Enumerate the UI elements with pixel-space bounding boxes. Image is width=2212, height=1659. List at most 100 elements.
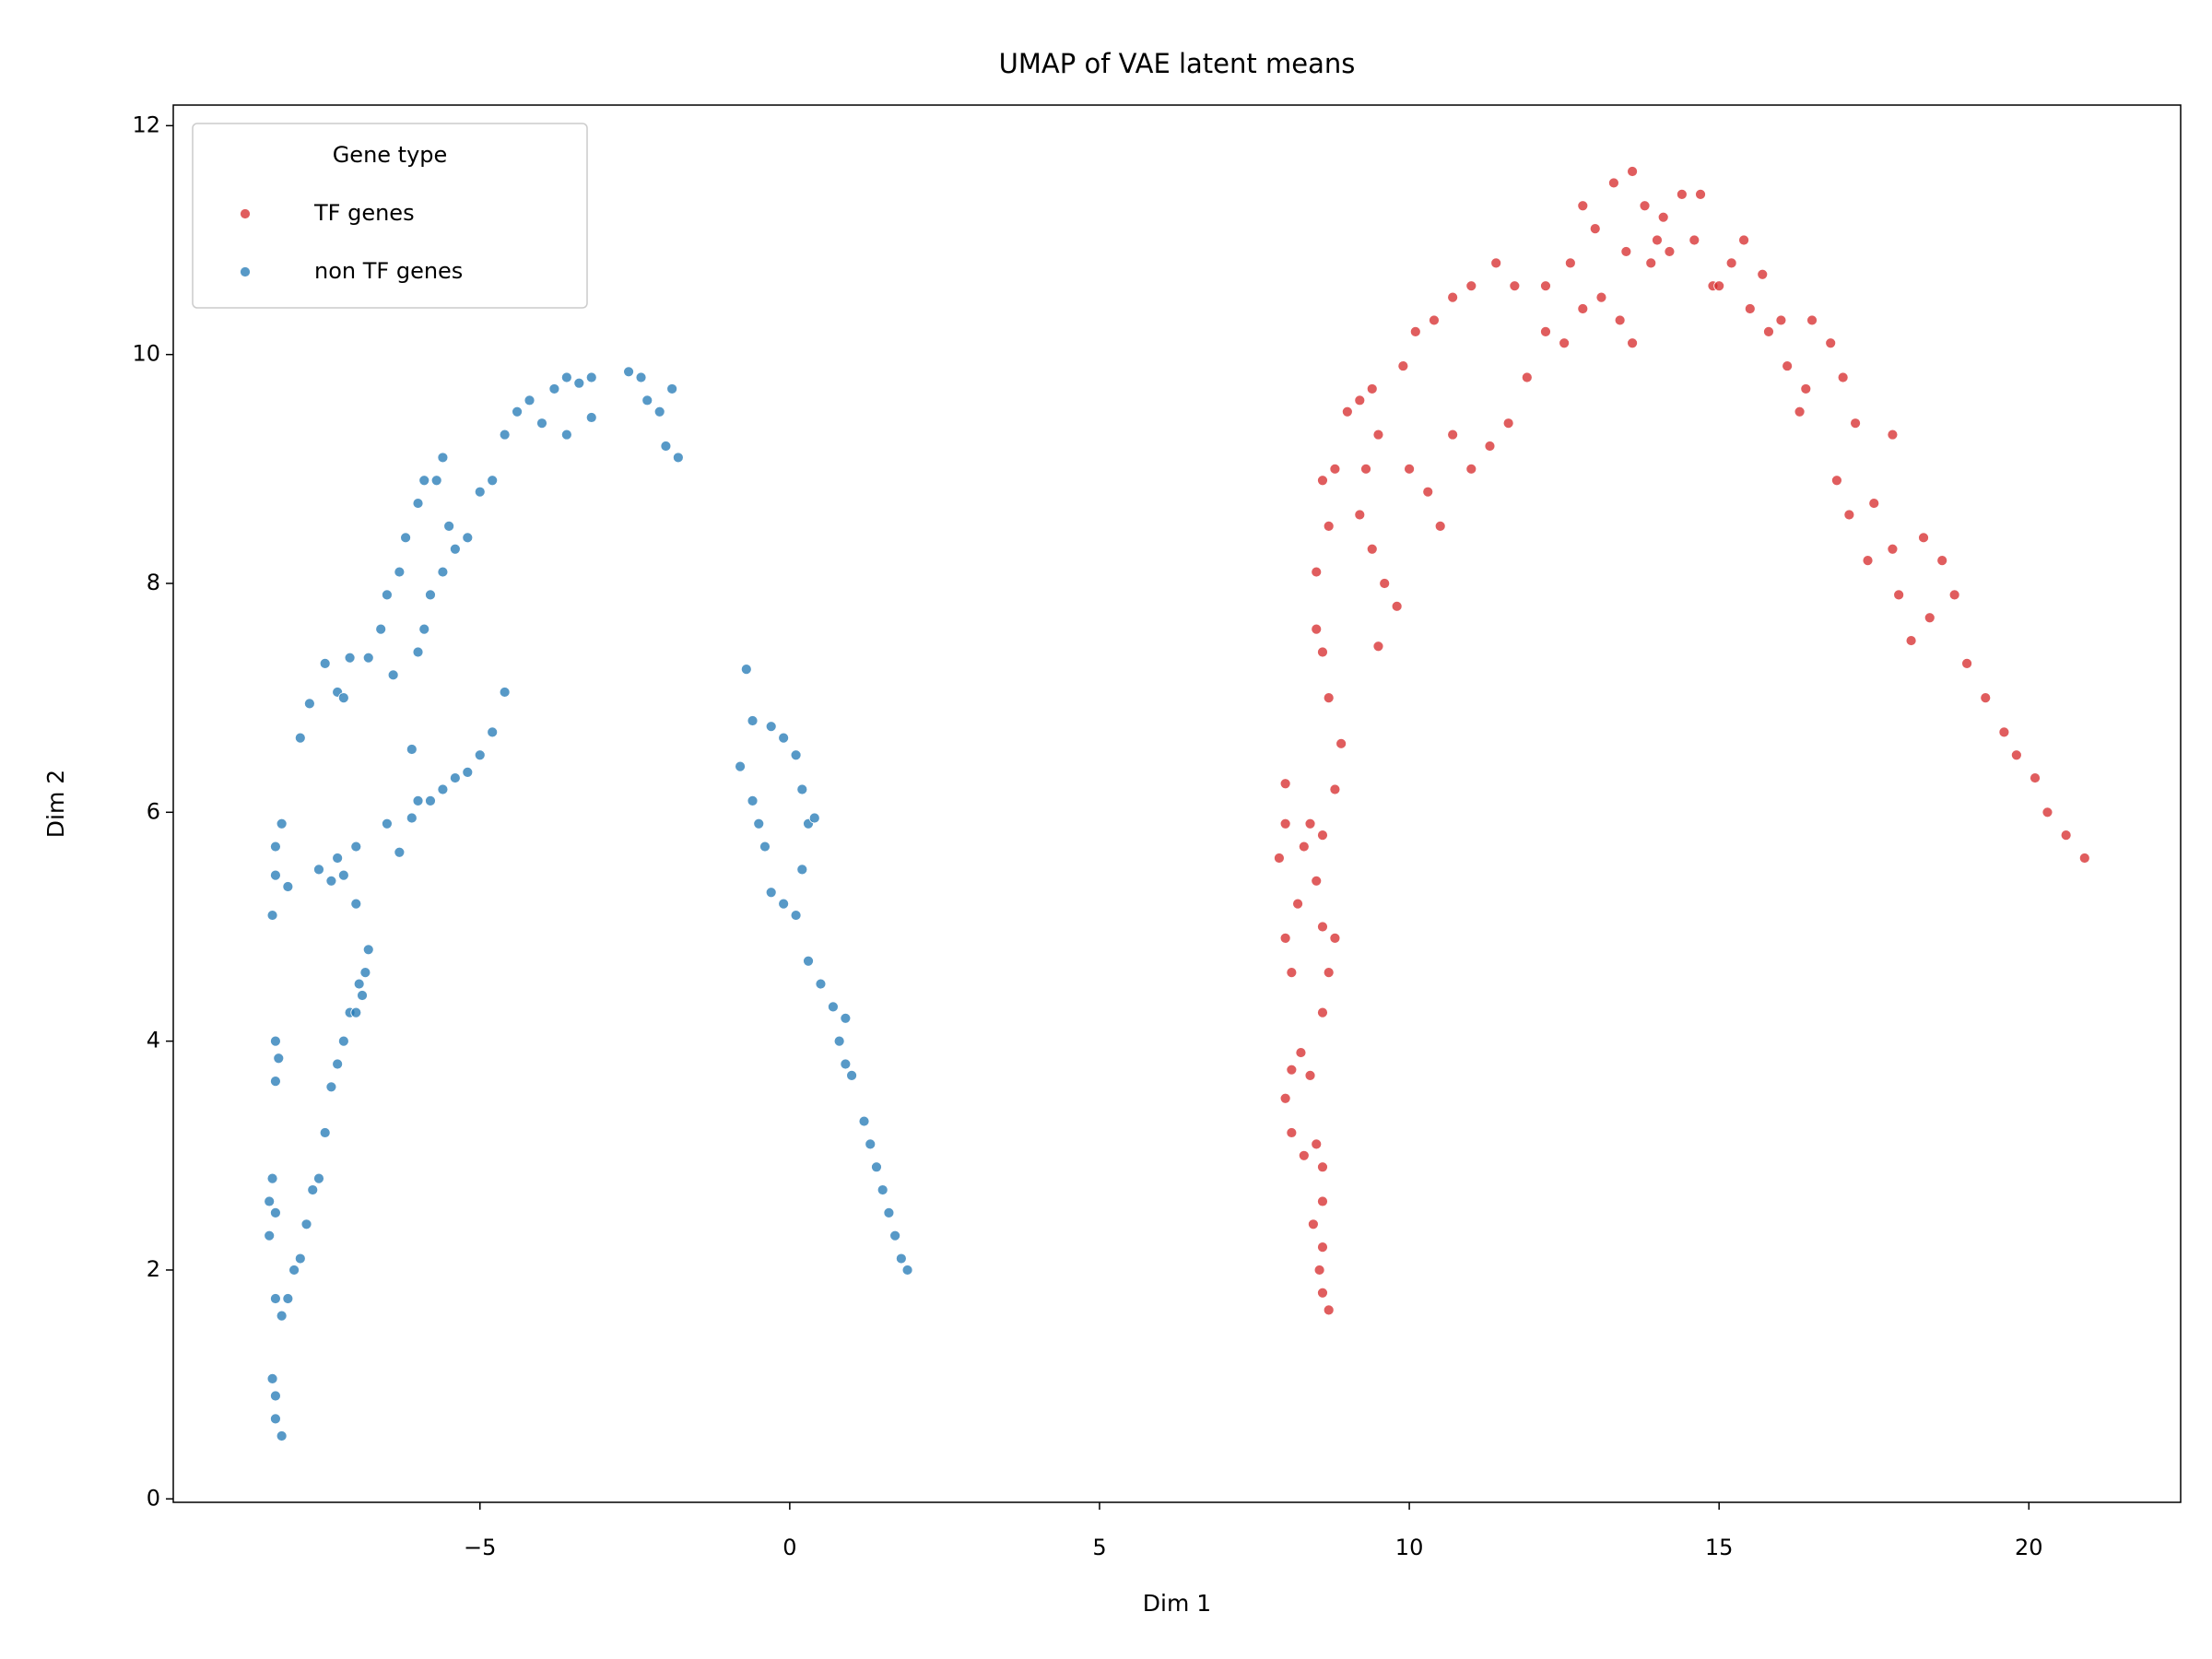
axes-frame [172,104,2182,1503]
point [294,732,306,744]
point [840,1058,852,1070]
point [1850,418,1861,429]
point [1304,1069,1316,1081]
point [1317,1287,1328,1299]
point [1360,463,1371,475]
point [753,818,765,830]
point [394,566,406,578]
point [585,371,597,383]
point [474,749,486,761]
point [1372,429,1384,441]
point [1323,967,1335,979]
x-tick-label: 10 [1395,1535,1424,1560]
legend-label: non TF genes [314,258,463,284]
point [623,366,634,378]
point [1329,463,1341,475]
point [1323,692,1335,704]
point [1905,635,1917,646]
point [1652,234,1663,246]
point [303,698,315,710]
point [1627,166,1638,177]
y-tick-label: 8 [147,570,160,595]
point [412,498,424,509]
point [276,818,288,830]
point [1744,303,1756,314]
point [1862,555,1874,567]
point [740,664,752,676]
point [1887,543,1899,555]
point [560,371,572,383]
point [375,623,387,635]
point [1404,463,1415,475]
point [344,652,356,664]
point [1292,898,1303,910]
point [560,429,572,441]
point [387,669,399,681]
point [319,658,331,669]
point [294,1253,306,1265]
point [474,486,486,498]
point [1763,325,1774,337]
point [332,853,344,864]
point [883,1206,895,1218]
point [1627,337,1638,349]
point [499,687,511,698]
point [1298,1149,1310,1161]
point [425,794,436,806]
point [1311,875,1323,887]
point [270,1390,281,1402]
point [437,783,449,795]
point [653,406,665,418]
point [765,887,777,899]
point [1564,257,1576,269]
point [1657,211,1669,223]
point [337,692,349,704]
point [1825,337,1837,349]
point [273,1053,285,1065]
point [2030,772,2041,783]
point [548,383,560,394]
point [1664,246,1676,257]
point [1434,521,1446,532]
y-tick-label: 4 [147,1028,160,1053]
y-tick-label: 6 [147,798,160,824]
point [1794,406,1806,418]
point [796,783,808,795]
point [1465,463,1477,475]
point [585,412,597,423]
point [1429,314,1440,326]
point [319,1127,331,1138]
point [266,910,278,921]
legend-label: TF genes [313,200,415,226]
point [264,1230,276,1241]
point [1274,853,1285,864]
point [357,990,368,1001]
point [1286,967,1298,979]
point [1329,783,1341,795]
point [1837,371,1849,383]
point [2041,806,2053,818]
point [1295,1047,1307,1058]
point [382,818,393,830]
point [362,944,374,956]
point [1286,1064,1298,1076]
point [437,452,449,464]
point [1757,268,1769,280]
point [672,452,684,464]
point [487,475,499,487]
point [337,869,349,881]
point [1341,406,1353,418]
point [641,394,653,406]
point [1961,658,1972,669]
point [418,623,430,635]
point [337,1035,349,1047]
x-tick-label: 20 [2015,1535,2043,1560]
point [1893,589,1905,601]
point [325,875,337,887]
point [1738,234,1749,246]
point [1286,1127,1298,1138]
point [270,1413,281,1425]
point [406,744,418,755]
point [418,475,430,487]
